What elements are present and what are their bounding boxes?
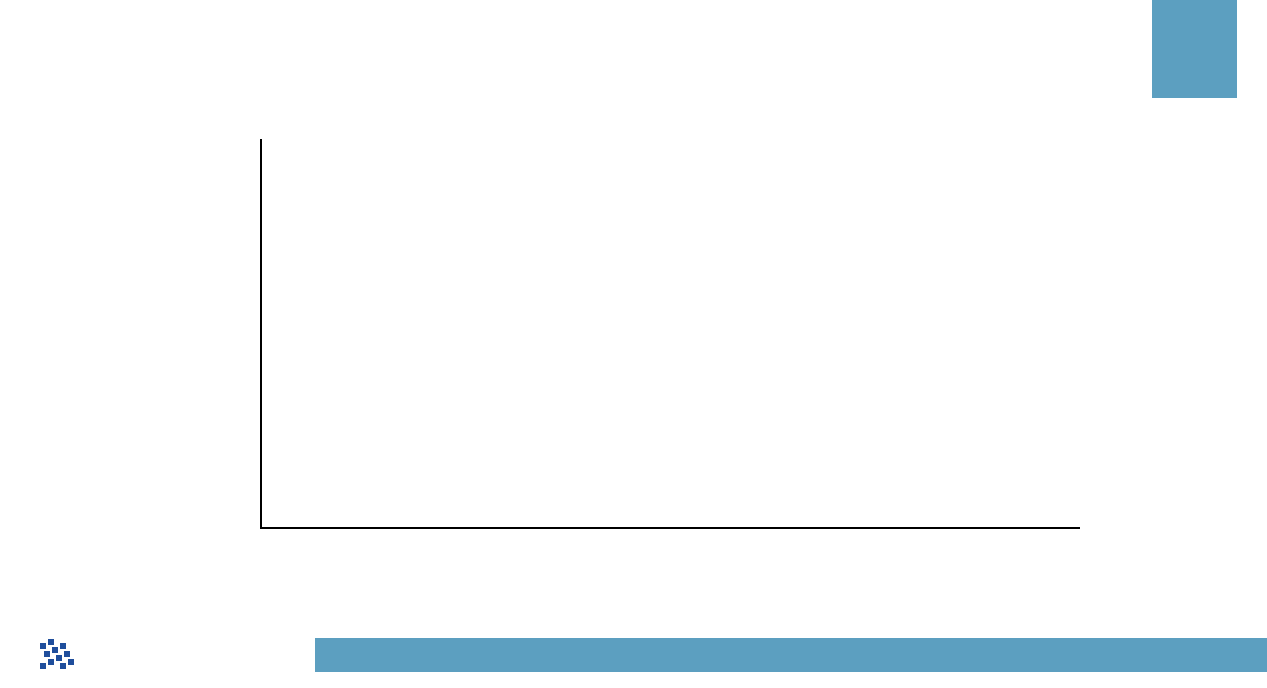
legend-swatch-buy <box>610 124 632 129</box>
chart <box>200 110 1080 620</box>
gryphsis-logo-icon <box>38 637 78 673</box>
chart-plot-area <box>260 139 1080 529</box>
y-ticks <box>220 139 258 529</box>
footer <box>0 634 1267 676</box>
logo <box>0 637 315 673</box>
x-ticks <box>260 529 1080 553</box>
footer-bar <box>315 638 1267 672</box>
slide <box>0 0 1267 688</box>
corner-accent <box>1152 0 1237 98</box>
chart-legend <box>200 118 1080 133</box>
legend-swatch-sell <box>660 124 682 129</box>
bars-container <box>260 139 1080 527</box>
